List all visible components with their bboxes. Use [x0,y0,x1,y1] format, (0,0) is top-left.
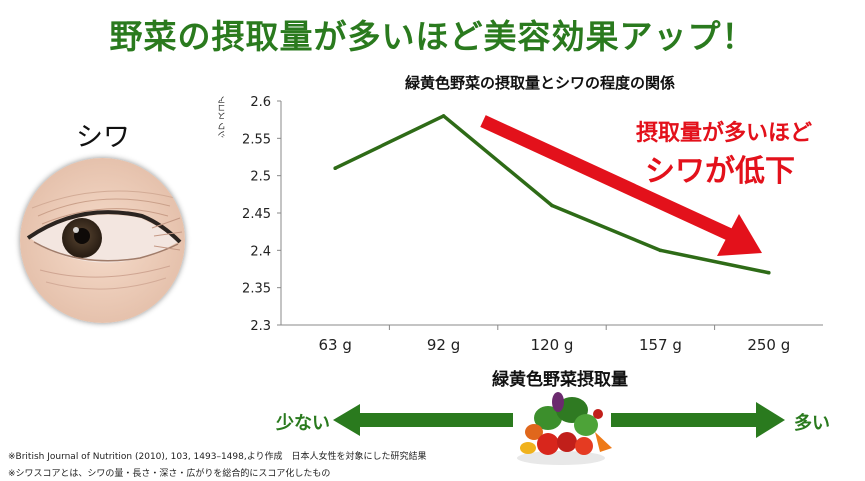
footnote-score-definition: ※シワスコアとは、シワの量・長さ・深さ・広がりを総合的にスコア化したもの [8,469,331,479]
y-tick-label: 2.45 [242,207,271,222]
data-point [441,114,446,118]
y-tick-label: 2.4 [250,244,271,259]
more-label: 多い [794,413,830,434]
y-ticks: 2.6 2.55 2.5 2.45 2.4 2.35 2.3 [242,95,281,334]
wrinkle-eye-photo [20,158,185,323]
series-wrinkle-score [333,114,771,275]
chart-title: 緑黄色野菜の摂取量とシワの程度の関係 [404,74,675,92]
x-ticks: 63 g 92 g 120 g 157 g 250 g [319,325,790,354]
vegetables-illustration [517,392,612,465]
data-point [333,166,338,170]
wrinkle-label: シワ [76,122,130,153]
y-tick-label: 2.6 [250,95,271,110]
x-tick-label: 120 g [531,336,574,354]
x-axis-title: 緑黄色野菜摂取量 [492,370,628,390]
y-tick-label: 2.3 [250,319,271,334]
y-tick-label: 2.5 [250,170,271,185]
x-tick-label: 250 g [747,336,790,354]
data-point [658,248,663,253]
callout-more-intake: 摂取量が多いほど [635,121,812,146]
less-label: 少ない [276,413,330,434]
downward-trend-arrow [480,115,762,256]
more-direction-arrow [611,402,785,438]
data-point [767,270,771,275]
data-point [550,203,554,208]
footnote-source: ※British Journal of Nutrition (2010), 10… [8,452,427,462]
x-tick-label: 63 g [319,336,352,354]
y-tick-label: 2.55 [242,132,271,147]
x-tick-label: 157 g [639,336,682,354]
less-direction-arrow [333,404,513,436]
x-tick-label: 92 g [427,336,460,354]
page-title: 野菜の摂取量が多いほど美容効果アップ！ [109,17,756,56]
y-tick-label: 2.35 [242,282,271,297]
callout-wrinkles-decrease: シワが低下 [645,154,795,189]
